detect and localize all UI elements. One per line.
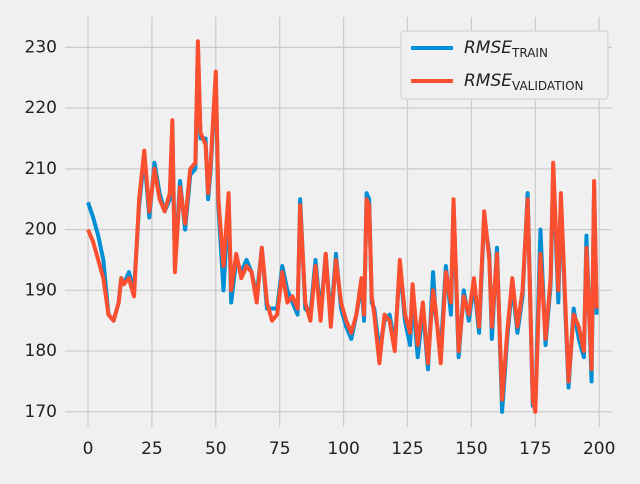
x-tick-label: 0 [83, 439, 94, 459]
x-tick-label: 50 [205, 439, 227, 459]
x-tick-label: 75 [269, 439, 291, 459]
legend-subscript: TRAIN [511, 46, 548, 60]
y-tick-label: 190 [25, 280, 57, 300]
y-tick-label: 210 [25, 159, 57, 179]
y-tick-label: 200 [25, 220, 57, 240]
x-tick-label: 200 [583, 439, 615, 459]
x-tick-label: 150 [455, 439, 487, 459]
series-line [86, 39, 599, 414]
y-tick-label: 170 [25, 402, 57, 422]
x-tick-label: 125 [391, 439, 423, 459]
x-tick-label: 100 [327, 439, 359, 459]
legend-subscript: VALIDATION [512, 79, 583, 93]
y-tick-label: 230 [25, 37, 57, 57]
y-tick-label: 180 [25, 341, 57, 361]
x-tick-label: 25 [141, 439, 163, 459]
legend-name: RMSE [464, 71, 512, 91]
legend-name: RMSE [464, 38, 512, 58]
legend-label: RMSEVALIDATION [464, 71, 584, 93]
legend-label: RMSETRAIN [464, 38, 548, 60]
x-tick-label: 175 [519, 439, 551, 459]
y-tick-label: 220 [25, 98, 57, 118]
